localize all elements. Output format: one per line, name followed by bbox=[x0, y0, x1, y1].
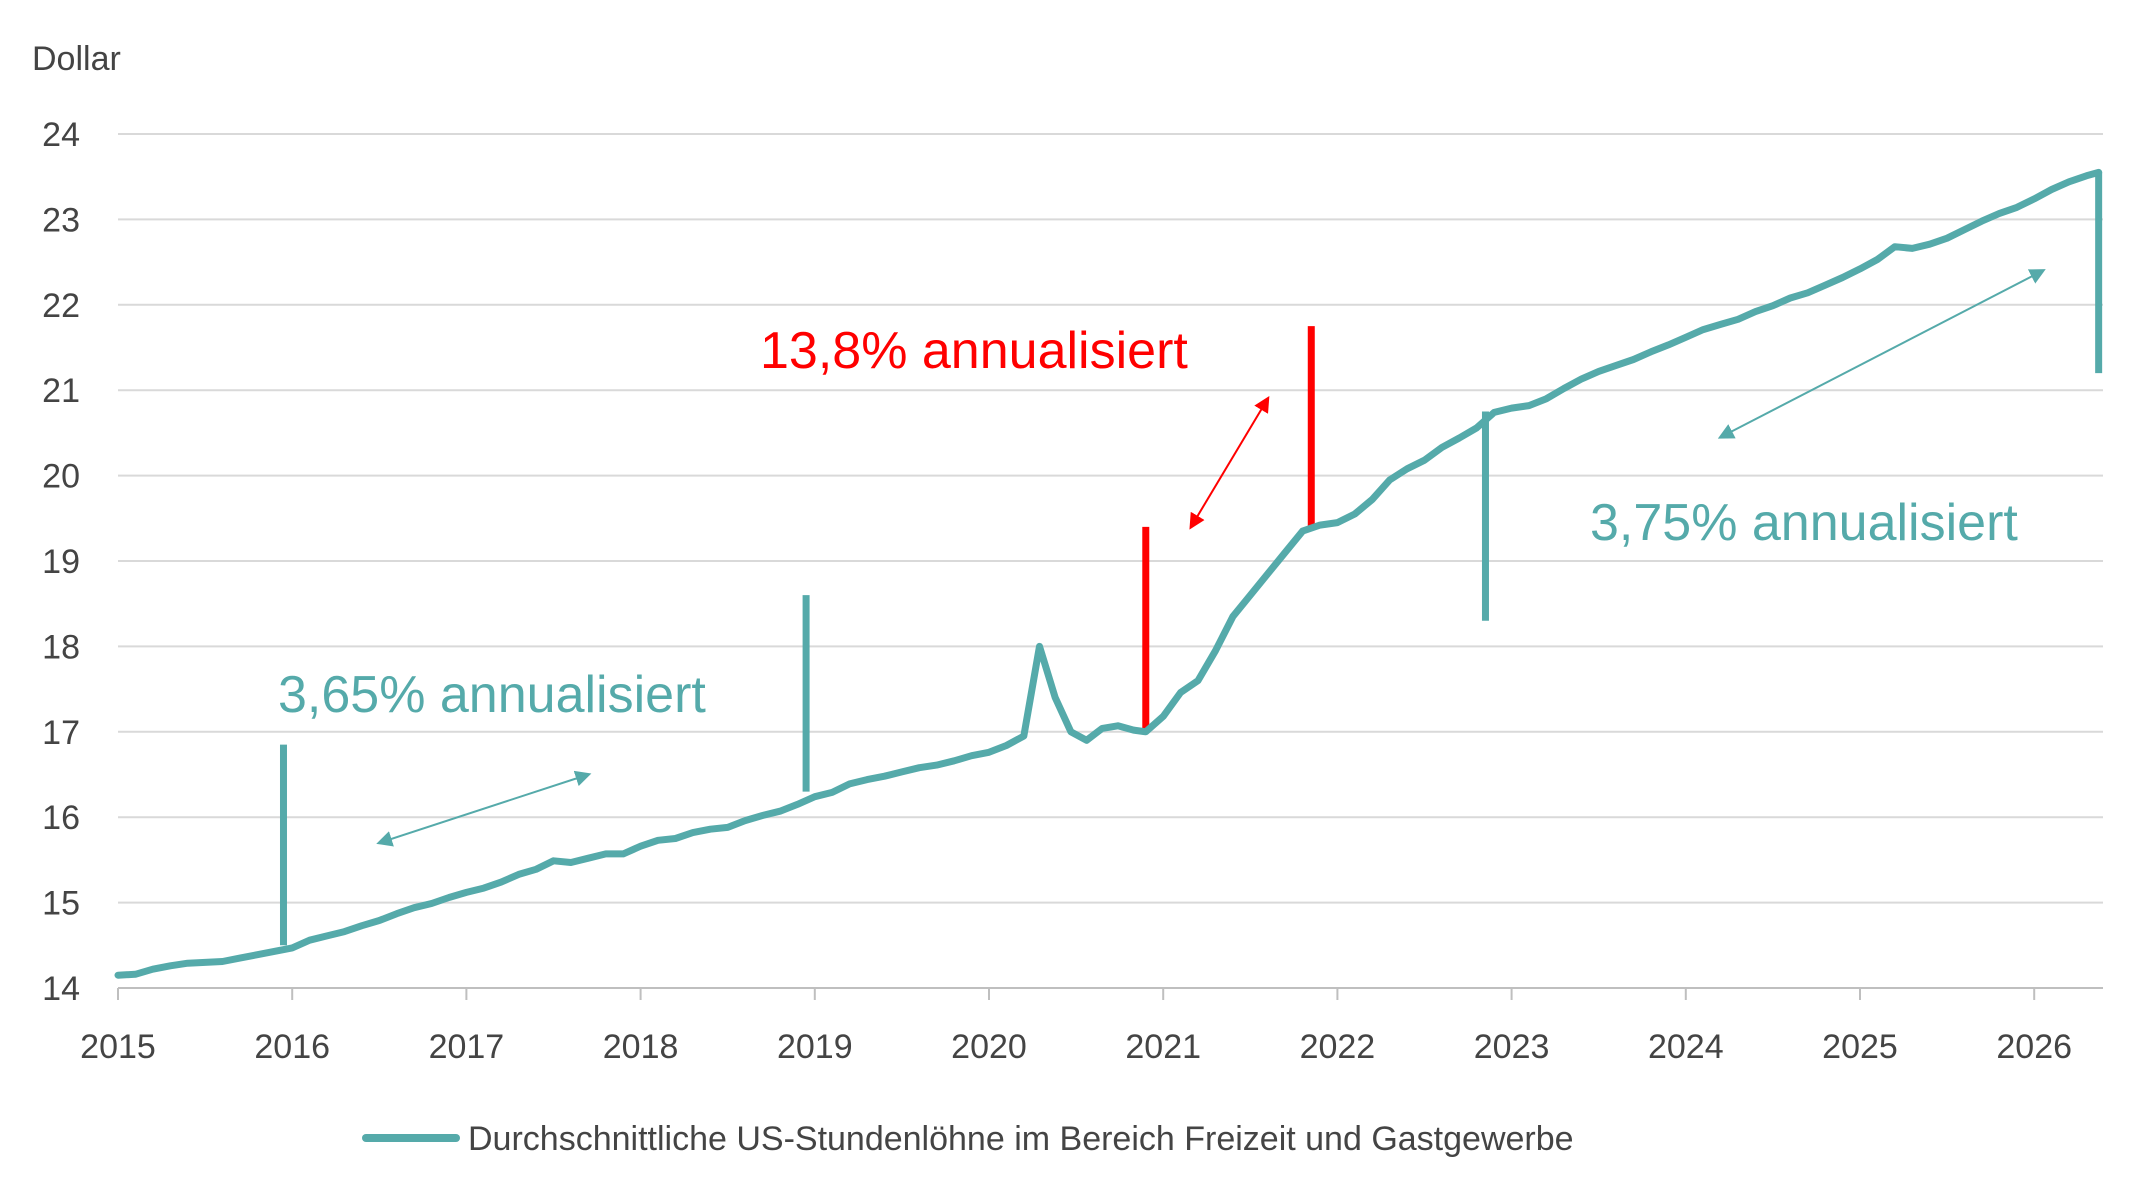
trend-arrow bbox=[1717, 269, 2046, 439]
y-tick-label: 16 bbox=[42, 799, 80, 837]
y-tick-labels: 14 15 16 17 18 19 20 21 22 23 24 bbox=[42, 116, 80, 1008]
annotation-label-2: 13,8% annualisiert bbox=[760, 322, 1188, 380]
annotation-label-3: 3,75% annualisiert bbox=[1590, 494, 2018, 552]
x-tick-label: 2016 bbox=[254, 1028, 330, 1066]
y-axis-title: Dollar bbox=[32, 40, 121, 78]
x-tick-label: 2021 bbox=[1125, 1028, 1201, 1066]
y-tick-label: 22 bbox=[42, 287, 80, 325]
y-tick-label: 20 bbox=[42, 458, 80, 496]
annotation-label-1: 3,65% annualisiert bbox=[278, 666, 706, 724]
y-tick-label: 18 bbox=[42, 628, 80, 666]
y-tick-label: 24 bbox=[42, 116, 80, 154]
y-tick-label: 23 bbox=[42, 201, 80, 239]
series-line bbox=[114, 168, 2103, 979]
y-tick-label: 14 bbox=[42, 970, 80, 1008]
x-tick-label: 2024 bbox=[1648, 1028, 1724, 1066]
x-tick-label: 2018 bbox=[603, 1028, 679, 1066]
x-tick-label: 2017 bbox=[429, 1028, 505, 1066]
y-tick-label: 15 bbox=[42, 885, 80, 923]
x-tick-label: 2020 bbox=[951, 1028, 1027, 1066]
x-tick-label: 2026 bbox=[1996, 1028, 2072, 1066]
legend: Durchschnittliche US-Stundenlöhne im Ber… bbox=[362, 1120, 1574, 1158]
x-tick-label: 2015 bbox=[80, 1028, 156, 1066]
trend-arrow bbox=[376, 770, 592, 847]
x-tick-label: 2019 bbox=[777, 1028, 853, 1066]
x-tick-label: 2022 bbox=[1300, 1028, 1376, 1066]
vertical-markers bbox=[279, 172, 2103, 946]
trend-arrow bbox=[1189, 395, 1270, 530]
y-tick-label: 17 bbox=[42, 714, 80, 752]
trend-arrows bbox=[376, 269, 2046, 847]
y-tick-label: 19 bbox=[42, 543, 80, 581]
legend-label: Durchschnittliche US-Stundenlöhne im Ber… bbox=[468, 1120, 1574, 1158]
x-tick-label: 2025 bbox=[1822, 1028, 1898, 1066]
x-tick-label: 2023 bbox=[1474, 1028, 1550, 1066]
y-tick-label: 21 bbox=[42, 372, 80, 410]
x-axis: 2015 2016 2017 2018 2019 2020 2021 2022 2023 2024… bbox=[80, 987, 2103, 1066]
